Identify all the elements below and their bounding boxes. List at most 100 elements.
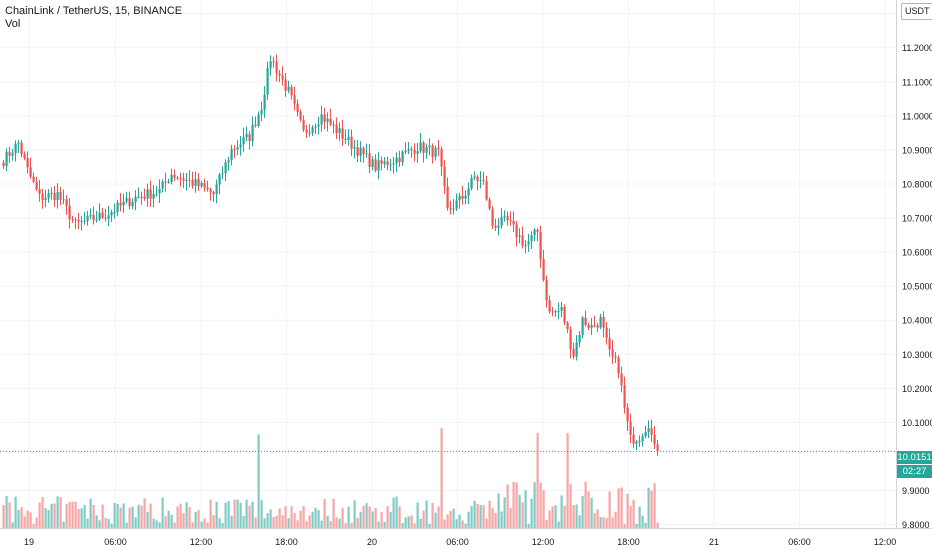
volume-bar xyxy=(539,482,542,528)
candle-body xyxy=(524,245,527,247)
candle-body xyxy=(431,145,434,157)
volume-bar xyxy=(173,522,176,528)
price-tick-label: 10.6000 xyxy=(902,248,932,258)
volume-bar xyxy=(542,490,545,528)
candle-body xyxy=(128,198,131,207)
candle-body xyxy=(404,150,407,152)
candle-body xyxy=(233,148,236,150)
volume-bar xyxy=(416,502,419,528)
volume-bar xyxy=(86,518,89,528)
volume-bar xyxy=(152,518,155,528)
countdown-tag: 02:27 xyxy=(897,465,932,478)
volume-legend[interactable]: Vol xyxy=(5,18,21,30)
candle-body xyxy=(23,154,26,159)
candle-body xyxy=(653,434,656,445)
candle-body xyxy=(377,160,380,171)
volume-bar xyxy=(335,517,338,528)
candle-body xyxy=(152,194,155,199)
volume-bar xyxy=(548,510,551,528)
volume-bar xyxy=(650,490,653,528)
time-axis[interactable]: 19 06:00 12:00 18:00 20 06:00 12:00 18:00 21 06:0… xyxy=(0,528,932,548)
candle-body xyxy=(281,75,284,80)
candle-body xyxy=(497,225,500,228)
candle-body xyxy=(38,189,41,194)
volume-bar xyxy=(137,504,140,528)
volume-bar xyxy=(293,513,296,528)
volume-bar xyxy=(77,508,80,528)
volume-bar xyxy=(494,512,497,528)
candle-body xyxy=(278,73,281,76)
volume-bar xyxy=(236,499,239,528)
candle-body xyxy=(230,148,233,161)
volume-bar xyxy=(263,518,266,528)
volume-bar xyxy=(572,505,575,528)
candle-body xyxy=(110,212,113,216)
volume-bar xyxy=(350,522,353,528)
candle-body xyxy=(263,94,266,110)
price-tick-label: 9.8000 xyxy=(902,520,930,530)
candle-body xyxy=(371,159,374,167)
candle-body xyxy=(155,193,158,195)
candle-body xyxy=(95,219,98,221)
currency-badge[interactable]: USDT xyxy=(901,3,932,20)
candle-body xyxy=(455,200,458,209)
candle-body xyxy=(257,114,260,126)
volume-bar xyxy=(530,498,533,528)
candle-body xyxy=(509,219,512,221)
candle-body xyxy=(536,229,539,232)
time-tick-label: 21 xyxy=(709,537,719,547)
candle-body xyxy=(422,142,425,153)
candle-body xyxy=(440,148,443,167)
candle-body xyxy=(452,208,455,210)
volume-bar xyxy=(521,502,524,528)
candle-body xyxy=(338,128,341,134)
volume-bar xyxy=(101,504,104,528)
candle-body xyxy=(101,212,104,218)
candle-body xyxy=(584,317,587,325)
volume-bar xyxy=(125,522,128,528)
volume-bar xyxy=(392,497,395,528)
candle-body xyxy=(32,176,35,182)
candle-body xyxy=(359,147,362,156)
candle-body xyxy=(482,180,485,182)
candle-body xyxy=(554,310,557,313)
candle-body xyxy=(119,202,122,206)
volume-bar xyxy=(629,505,632,528)
volume-bar xyxy=(632,499,635,528)
volume-bar xyxy=(254,517,257,528)
volume-bar xyxy=(464,523,467,528)
volume-bar xyxy=(287,518,290,528)
volume-bar xyxy=(251,501,254,528)
volume-bar xyxy=(134,517,137,528)
volume-bar xyxy=(80,508,83,528)
volume-bar xyxy=(155,520,158,528)
volume-bar xyxy=(368,506,371,528)
candle-body xyxy=(140,196,143,198)
symbol-title[interactable]: ChainLink / TetherUS, 15, BINANCE xyxy=(5,5,183,17)
volume-bar xyxy=(647,487,650,528)
chart-grid xyxy=(0,0,896,528)
volume-bar xyxy=(140,505,143,528)
candle-body xyxy=(122,201,125,206)
volume-bar xyxy=(128,507,131,528)
volume-bar xyxy=(167,510,170,528)
candle-body xyxy=(332,124,335,126)
time-tick-label: 20 xyxy=(367,537,377,547)
volume-bar xyxy=(221,523,224,528)
price-tick-label: 10.8000 xyxy=(902,179,932,189)
volume-bar xyxy=(35,517,38,528)
volume-bar xyxy=(329,521,332,528)
candle-body xyxy=(437,147,440,149)
candle-body xyxy=(485,181,488,200)
volume-bar xyxy=(230,515,233,528)
volume-bar xyxy=(347,506,350,528)
volume-bar xyxy=(362,505,365,528)
candle-body xyxy=(317,124,320,127)
candle-body xyxy=(596,325,599,328)
candle-body xyxy=(182,178,185,181)
volume-bar xyxy=(59,497,62,528)
volume-bar xyxy=(50,503,53,528)
candle-body xyxy=(467,188,470,196)
candle-body xyxy=(77,219,80,222)
